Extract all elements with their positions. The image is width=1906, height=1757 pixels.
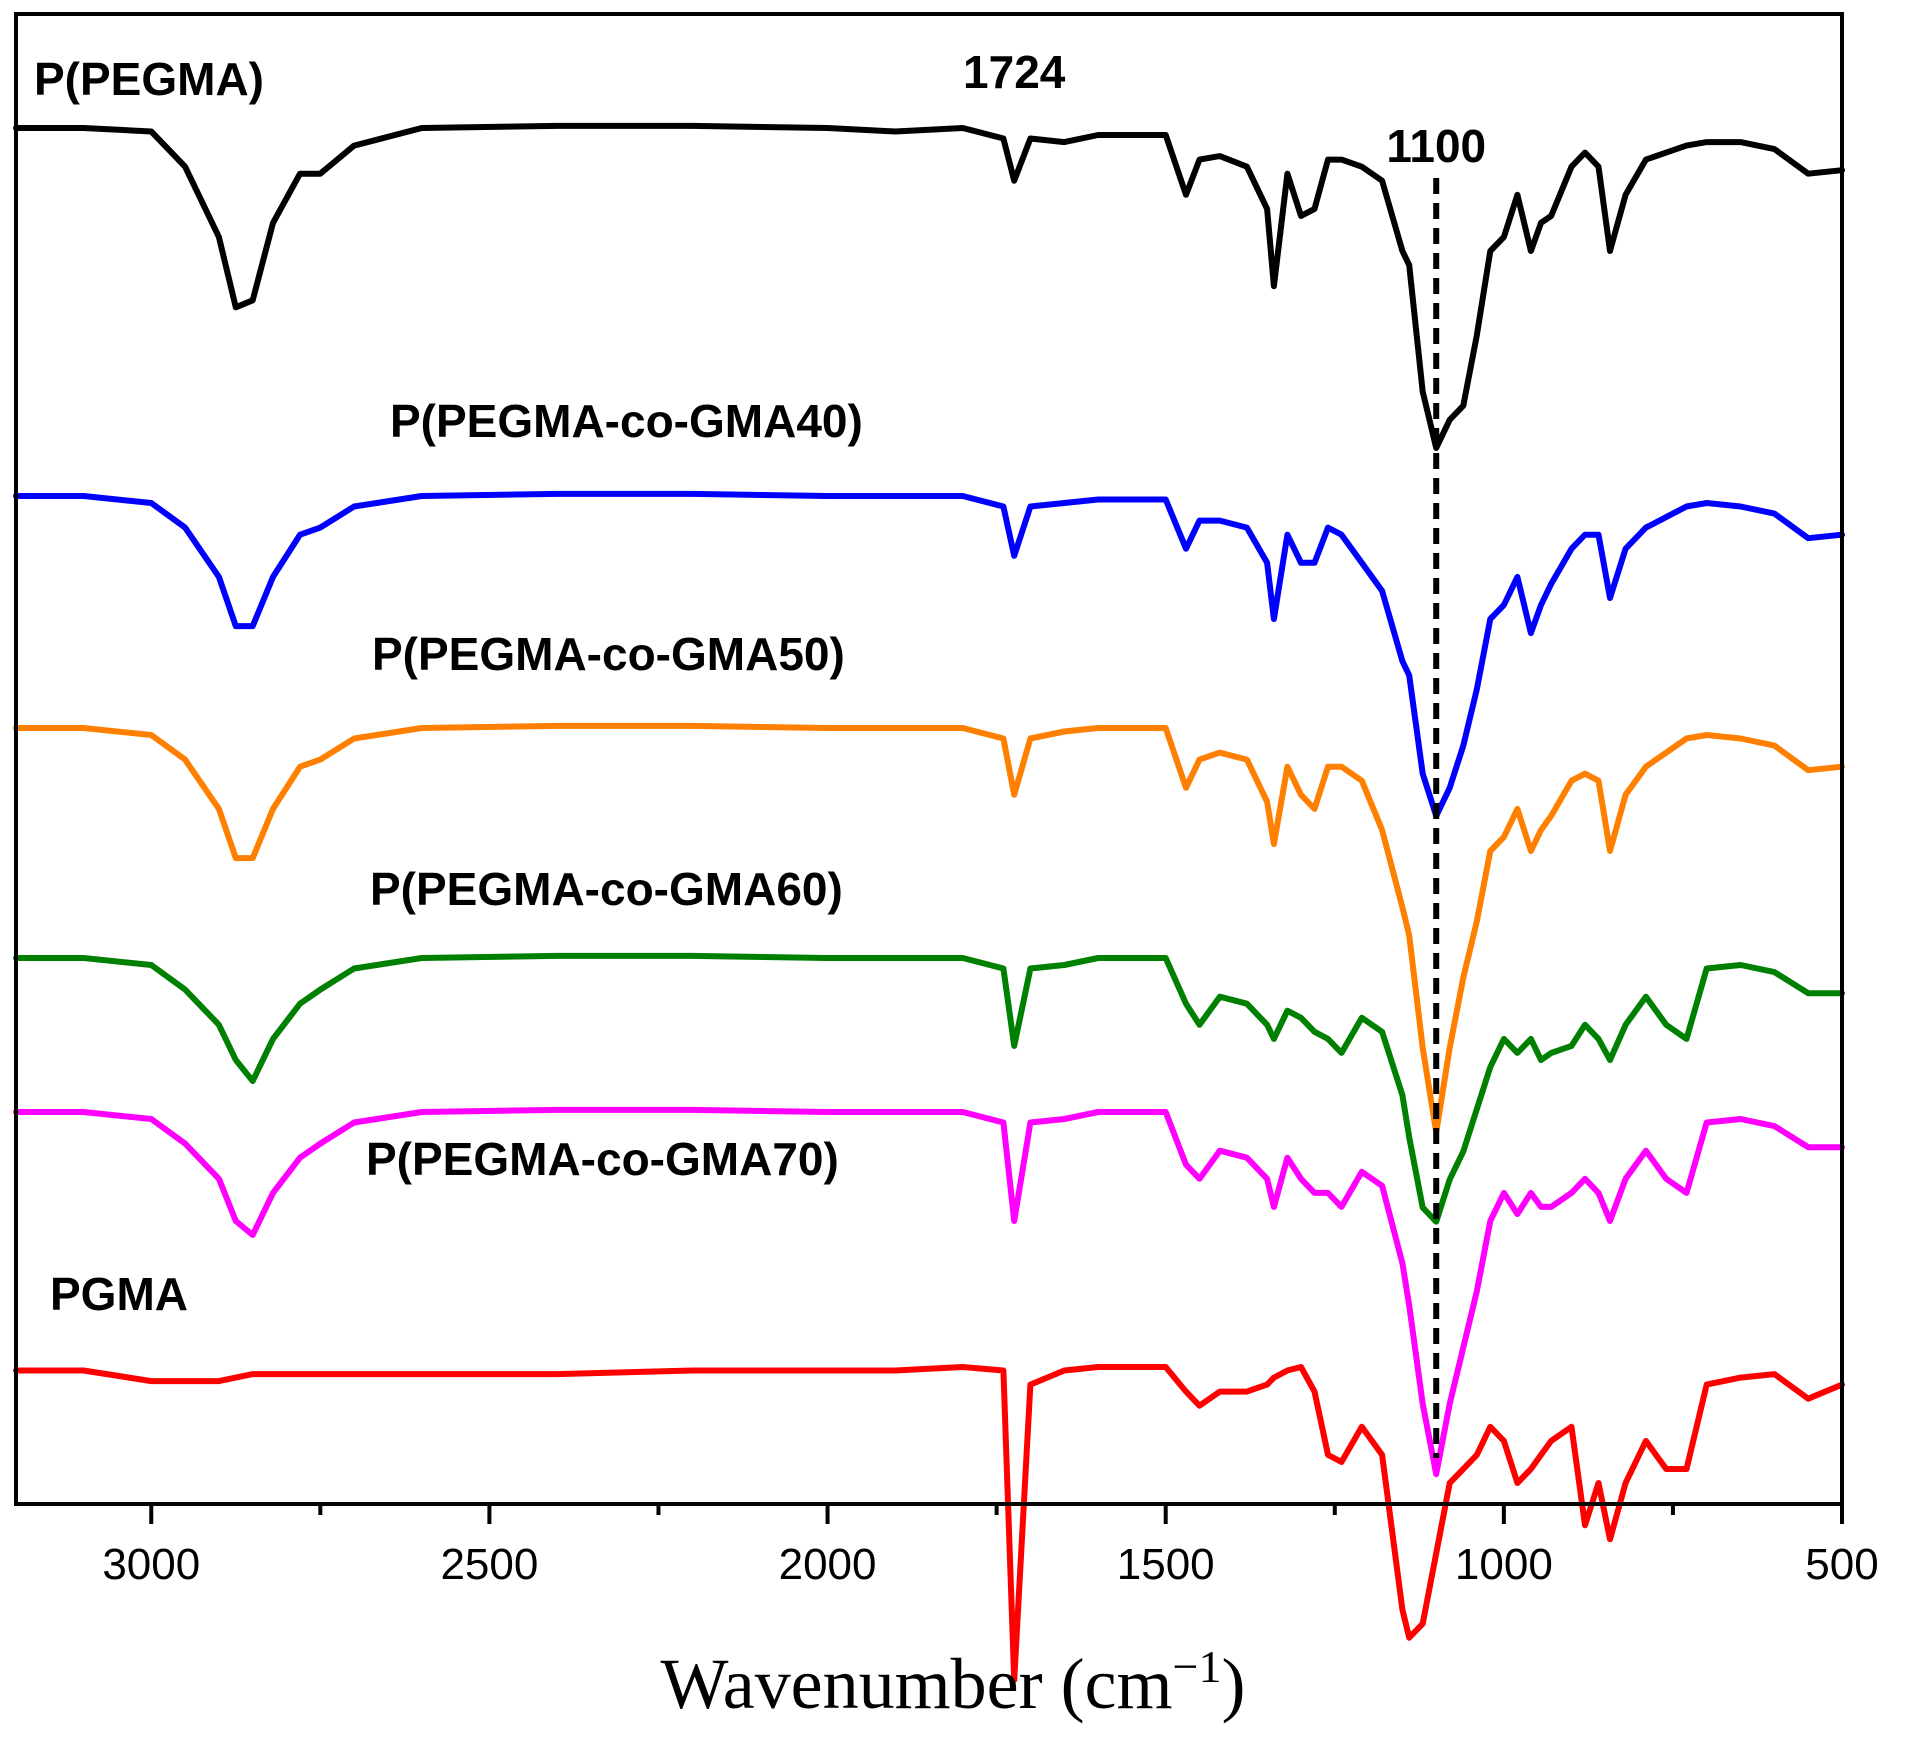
x-axis-title-superscript: −1 [1173,1641,1222,1692]
series-label-p-pegma-co-gma60: P(PEGMA-co-GMA60) [370,863,843,915]
x-axis-title: Wavenumber (cm−1) [661,1641,1246,1724]
annotation-peak-1100: 1100 [1386,120,1486,172]
series-label-p-pegma-co-gma70: P(PEGMA-co-GMA70) [366,1133,839,1185]
x-tick-label: 1500 [1117,1540,1215,1589]
plot-frame [14,12,1844,1506]
series-line-p-pegma [13,122,1845,451]
x-tick-label: 500 [1805,1540,1878,1589]
x-tick-label: 3000 [102,1540,200,1589]
series-line-p-pegma-co-gma60 [13,952,1845,1225]
series-label-p-pegma-co-gma50: P(PEGMA-co-GMA50) [372,628,845,680]
x-tick-label: 2000 [779,1540,877,1589]
series-label-pgma: PGMA [50,1268,188,1320]
x-tick-label: 2500 [440,1540,538,1589]
label-layer: P(PEGMA) P(PEGMA-co-GMA40) P(PEGMA-co-GMA5… [34,46,1486,1320]
tick-layer: 3000 2500 2000 1500 1000 500 [102,1504,1879,1589]
series-label-p-pegma-co-gma40: P(PEGMA-co-GMA40) [390,395,863,447]
series-line-p-pegma-co-gma50 [13,722,1845,1136]
x-tick-label: 1000 [1455,1540,1553,1589]
series-line-p-pegma-co-gma70 [13,1106,1845,1478]
series-line-pgma [13,1364,1845,1683]
annotation-peak-1724: 1724 [963,46,1066,98]
series-line-p-pegma-co-gma40 [13,490,1845,819]
series-layer [13,122,1845,1683]
series-label-p-pegma: P(PEGMA) [34,53,264,105]
